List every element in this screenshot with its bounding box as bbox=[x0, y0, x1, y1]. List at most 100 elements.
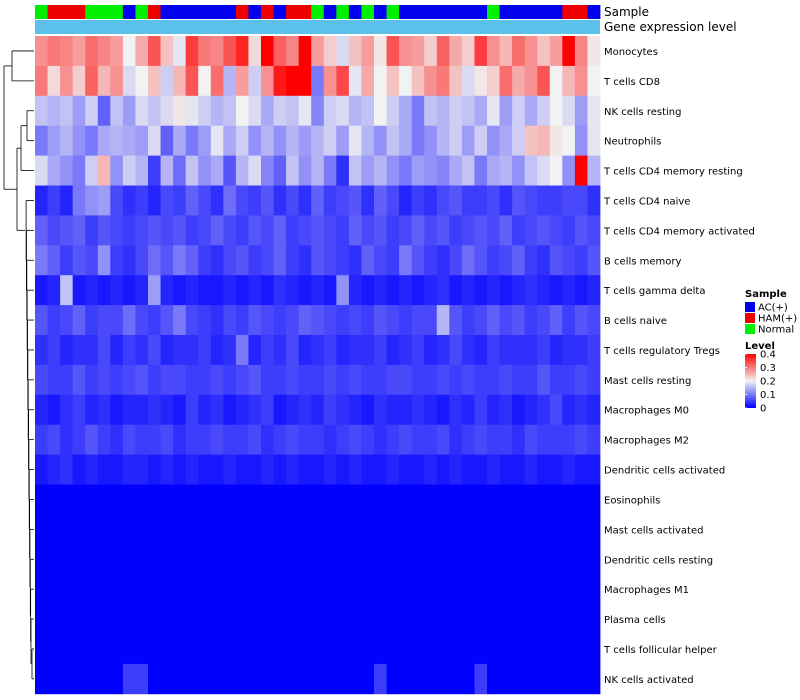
heatmap-cell bbox=[47, 454, 61, 485]
heatmap-cell bbox=[499, 663, 513, 695]
heatmap-cell bbox=[72, 155, 86, 186]
heatmap-cell bbox=[273, 454, 287, 485]
heatmap-cell bbox=[436, 155, 450, 186]
heatmap-cell bbox=[248, 424, 262, 455]
heatmap-cell bbox=[210, 634, 224, 665]
sample-annotation-cell bbox=[198, 5, 212, 19]
heatmap-cell bbox=[474, 65, 488, 97]
heatmap-cell bbox=[411, 604, 425, 635]
heatmap-cell bbox=[223, 305, 237, 336]
heatmap-cell bbox=[549, 574, 563, 605]
heatmap-cell bbox=[210, 604, 224, 635]
heatmap-cell bbox=[273, 95, 287, 127]
level-tick-label: 0.4 bbox=[760, 350, 776, 361]
heatmap-cell bbox=[97, 634, 111, 665]
heatmap-cell bbox=[185, 65, 199, 97]
heatmap-cell bbox=[135, 305, 149, 336]
heatmap-cell bbox=[386, 335, 400, 366]
heatmap-cell bbox=[512, 574, 526, 605]
heatmap-cell bbox=[512, 484, 526, 515]
heatmap-cell bbox=[549, 36, 563, 67]
heatmap-cell bbox=[173, 305, 187, 336]
heatmap-cell bbox=[85, 394, 99, 426]
heatmap-cell bbox=[449, 215, 463, 246]
heatmap-cell bbox=[85, 634, 99, 665]
heatmap-cell bbox=[286, 335, 300, 366]
heatmap-cell bbox=[549, 484, 563, 515]
heatmap-cell bbox=[148, 185, 161, 216]
heatmap-cell bbox=[424, 454, 438, 485]
heatmap-cell bbox=[135, 544, 149, 575]
heatmap-cell bbox=[223, 36, 237, 67]
heatmap-cell bbox=[323, 305, 337, 336]
sample-annotation-cell bbox=[148, 5, 161, 19]
heatmap-cell bbox=[449, 335, 463, 366]
heatmap-cell bbox=[348, 155, 362, 186]
heatmap-cell bbox=[461, 514, 475, 545]
heatmap-cell bbox=[461, 364, 475, 396]
heatmap-cell bbox=[110, 454, 124, 485]
heatmap-cell bbox=[72, 364, 86, 396]
heatmap-cell bbox=[374, 125, 387, 156]
heatmap-cell bbox=[512, 454, 526, 485]
heatmap-cell bbox=[235, 36, 249, 67]
sample-annotation-cell bbox=[173, 5, 187, 19]
heatmap-cell bbox=[148, 604, 161, 635]
heatmap-cell bbox=[223, 484, 237, 515]
heatmap-cell bbox=[160, 454, 174, 485]
heatmap-cell bbox=[474, 125, 488, 156]
heatmap-cell bbox=[512, 215, 526, 246]
heatmap-cell bbox=[135, 514, 149, 545]
heatmap-cell bbox=[72, 305, 86, 336]
heatmap-cell bbox=[424, 634, 438, 665]
heatmap-cell bbox=[323, 275, 337, 306]
heatmap-cell bbox=[97, 305, 111, 336]
heatmap-cell bbox=[198, 155, 212, 186]
heatmap-cell bbox=[411, 454, 425, 485]
heatmap-cell bbox=[348, 245, 362, 276]
heatmap-cell bbox=[97, 544, 111, 575]
heatmap-cell bbox=[311, 95, 325, 127]
heatmap-cell bbox=[273, 65, 287, 97]
heatmap-cell bbox=[524, 245, 538, 276]
heatmap-cell bbox=[248, 604, 262, 635]
heatmap-cell bbox=[85, 95, 99, 127]
heatmap-cell bbox=[235, 215, 249, 246]
heatmap-cell bbox=[386, 514, 400, 545]
heatmap-cell bbox=[474, 424, 488, 455]
heatmap-cell bbox=[323, 245, 337, 276]
heatmap-cell bbox=[348, 95, 362, 127]
heatmap-cell bbox=[436, 364, 450, 396]
heatmap-cell bbox=[60, 245, 74, 276]
heatmap-cell bbox=[97, 245, 111, 276]
heatmap-cell bbox=[185, 514, 199, 545]
heatmap-cell bbox=[361, 604, 375, 635]
heatmap-cell bbox=[361, 245, 375, 276]
heatmap-cell bbox=[210, 364, 224, 396]
heatmap-cell bbox=[235, 95, 249, 127]
heatmap-cell bbox=[562, 484, 576, 515]
heatmap-cell bbox=[223, 634, 237, 665]
heatmap-cell bbox=[173, 634, 187, 665]
heatmap-cell bbox=[210, 335, 224, 366]
sample-annotation-cell bbox=[587, 5, 601, 19]
heatmap-cell bbox=[148, 514, 161, 545]
heatmap-cell bbox=[399, 155, 413, 186]
heatmap-cell bbox=[487, 245, 500, 276]
heatmap-cell bbox=[311, 36, 325, 67]
heatmap-cell bbox=[47, 215, 61, 246]
heatmap-cell bbox=[298, 544, 312, 575]
heatmap-cell bbox=[474, 36, 488, 67]
heatmap-cell bbox=[235, 574, 249, 605]
heatmap-cell bbox=[198, 65, 212, 97]
heatmap-cell bbox=[474, 335, 488, 366]
heatmap-cell bbox=[424, 65, 438, 97]
heatmap-cell bbox=[85, 275, 99, 306]
heatmap-cell bbox=[72, 36, 86, 67]
heatmap-cell bbox=[47, 335, 61, 366]
heatmap-cell bbox=[461, 245, 475, 276]
heatmap-cell bbox=[537, 364, 551, 396]
sample-annotation-cell bbox=[185, 5, 199, 19]
heatmap-cell bbox=[386, 454, 400, 485]
heatmap-cell bbox=[85, 36, 99, 67]
